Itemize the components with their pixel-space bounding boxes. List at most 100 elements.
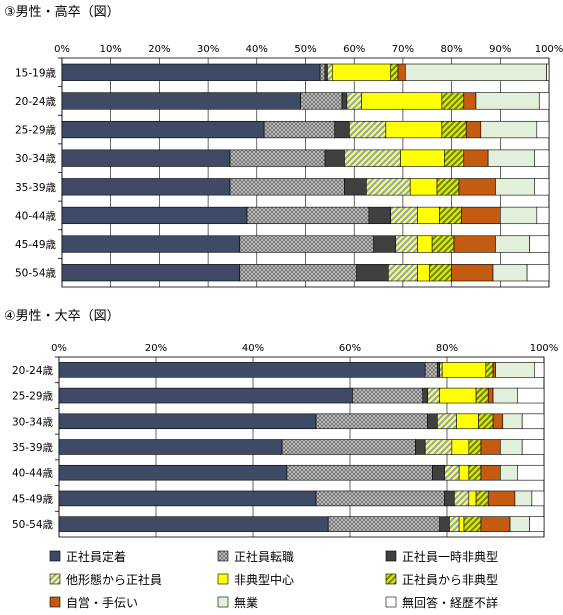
chart1-x-tick-label: 30% — [197, 44, 219, 55]
chart1-category-label: 45-49歳 — [15, 239, 57, 251]
chart1-bar-segment — [229, 178, 345, 196]
chart1-bar-segment — [417, 235, 433, 253]
chart2-bar-segment — [492, 387, 518, 404]
chart1-x-tick-label: 90% — [489, 44, 511, 55]
chart2-bar-segment — [424, 439, 453, 455]
chart2-bar-segment — [427, 387, 441, 404]
chart2-x-tick-label: 80% — [436, 343, 458, 354]
chart1-bar-segment — [319, 63, 326, 81]
legend-label: 他形態から正社員 — [66, 572, 162, 587]
legend-label: 無業 — [234, 595, 258, 610]
chart2-bar-segment — [509, 516, 530, 532]
chart1-category-label: 40-44歳 — [15, 210, 57, 222]
legend-swatch — [385, 596, 397, 608]
chart2-bar-segment — [463, 516, 482, 532]
chart1-bar-segment — [324, 63, 328, 81]
chart2-bar-segment — [315, 413, 428, 430]
chart2-bar-segment — [480, 439, 501, 455]
chart1-bar-segment — [429, 264, 452, 282]
chart1-category-label: 20-24歳 — [15, 96, 57, 108]
chart1-category-label: 30-34歳 — [15, 153, 57, 165]
chart2-bar-segment — [458, 516, 465, 532]
chart2-bar-segment — [480, 464, 501, 481]
chart2-plot: 0% 20% 40% 60% 80% 100% 20-24歳 25-29歳 30-34歳 35-3… — [12, 343, 559, 538]
legend-swatch — [49, 573, 61, 585]
chart2-bar-segment — [514, 490, 533, 507]
chart1-bar-segment — [385, 120, 443, 139]
chart1-bar-segment — [417, 264, 430, 282]
chart2-bar-segment — [480, 516, 511, 532]
chart1-bar-segment — [368, 206, 392, 225]
chart1-bar-segment — [331, 63, 392, 81]
chart2-bar-segment — [521, 439, 545, 455]
legend-label: 非典型中心 — [234, 572, 294, 587]
chart1-bar-segment — [475, 92, 540, 110]
chart1-bar-segment — [61, 120, 265, 139]
chart1-bar-segment — [349, 120, 387, 139]
legend-label: 正社員一時非典型 — [402, 549, 498, 564]
chart1-x-tick-label: 70% — [392, 44, 414, 55]
chart1-x-tick-label: 0% — [54, 44, 70, 55]
chart2-category-label: 30-34歳 — [12, 416, 54, 428]
chart1-bar-segment — [441, 120, 467, 139]
chart2-bar-segment — [449, 516, 460, 532]
chart2-bar-segment — [521, 413, 545, 430]
chart2-bar-segment — [468, 439, 482, 455]
chart2-bar-segment — [502, 413, 523, 430]
chart2-bar-segment — [444, 490, 455, 507]
legend-swatch — [49, 596, 61, 608]
chart1-bar-segment — [263, 120, 336, 139]
chart1-bar-segment — [534, 149, 550, 167]
chart2-bar-segment — [436, 362, 441, 378]
chart1-bar-segment — [480, 120, 538, 139]
chart2-x-tick-label: 20% — [145, 343, 167, 354]
chart1-bar-segment — [463, 92, 477, 110]
chart1-bar-segment — [536, 120, 550, 139]
chart2-bar-segment — [517, 464, 545, 481]
chart2-bar-segment — [58, 362, 426, 378]
chart1-bar-segment — [439, 206, 462, 225]
chart1-x-tick-label: 80% — [440, 44, 462, 55]
chart1-bar-segment — [461, 206, 501, 225]
chart1-x-tick-label: 60% — [343, 44, 365, 55]
chart2-bar-segment — [58, 490, 317, 507]
chart1-bar-segment — [229, 149, 326, 167]
legend-swatch — [49, 550, 61, 562]
chart1-bar-segment — [366, 178, 411, 196]
chart2-bar-segment — [327, 516, 441, 532]
legend-label: 無回答・経歴不詳 — [402, 595, 498, 610]
chart1-bar-segment — [397, 63, 406, 81]
chart1-bar-segment — [458, 178, 496, 196]
chart2-bar-segment — [439, 516, 450, 532]
chart2-bar-segment — [58, 516, 329, 532]
chart2-x-tick-label: 100% — [530, 343, 559, 354]
chart1-bar-segment — [246, 206, 370, 225]
chart2-bar-segment — [531, 490, 545, 507]
chart2-bar-segment — [58, 413, 317, 430]
chart2-bar-segment — [475, 387, 489, 404]
chart1-bar-segment — [361, 92, 443, 110]
chart1-x-tick-label: 40% — [246, 44, 268, 55]
chart1-bar-segment — [327, 63, 333, 81]
chart2-category-label: 40-44歳 — [12, 468, 54, 480]
chart2-bar-segment — [58, 387, 353, 404]
chart1-bar-segment — [417, 206, 440, 225]
chart2-bar-segment — [487, 490, 516, 507]
chart2-bar-segment — [439, 362, 443, 378]
legend-swatch — [385, 550, 397, 562]
chart1-bar-segment — [529, 235, 550, 253]
chart1-bar-segment — [534, 178, 550, 196]
chart1-bar-segment — [356, 264, 389, 282]
chart1-bar-segment — [405, 63, 547, 81]
chart1-bar-segment — [492, 264, 528, 282]
chart1-bar-segment — [546, 63, 550, 81]
chart2-category-label: 45-49歳 — [12, 493, 54, 505]
chart1-bar-segment — [61, 235, 241, 253]
chart1-bar-segment — [436, 178, 460, 196]
chart2-category-label: 35-39歳 — [12, 442, 54, 454]
chart2-category-label: 20-24歳 — [12, 365, 54, 377]
chart2-bar-segment — [422, 387, 428, 404]
legend-swatch — [217, 573, 229, 585]
chart1-plot: 0% 10% 20% 30% 40% 50% 60% 70% 80% 90% 100% 15-19歳 2… — [15, 44, 563, 288]
chart2-category-label: 50-54歳 — [12, 519, 54, 531]
